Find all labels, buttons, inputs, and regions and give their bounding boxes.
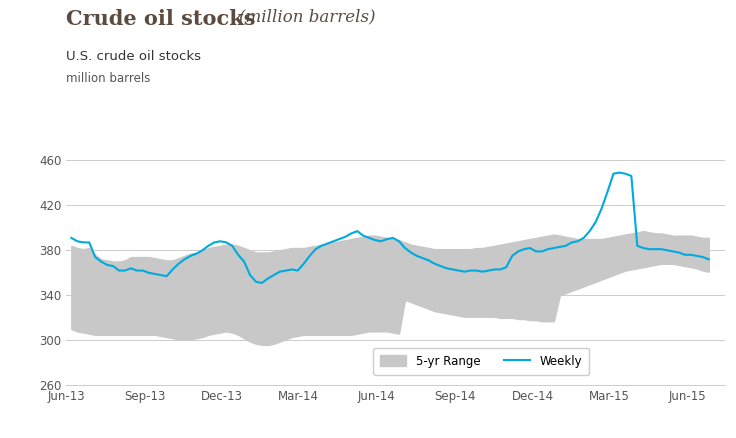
Text: (million barrels): (million barrels) — [239, 9, 375, 26]
Legend: 5-yr Range, Weekly: 5-yr Range, Weekly — [373, 348, 589, 375]
Text: U.S. crude oil stocks: U.S. crude oil stocks — [66, 50, 201, 64]
Text: million barrels: million barrels — [66, 72, 151, 85]
Text: Crude oil stocks: Crude oil stocks — [66, 9, 255, 29]
